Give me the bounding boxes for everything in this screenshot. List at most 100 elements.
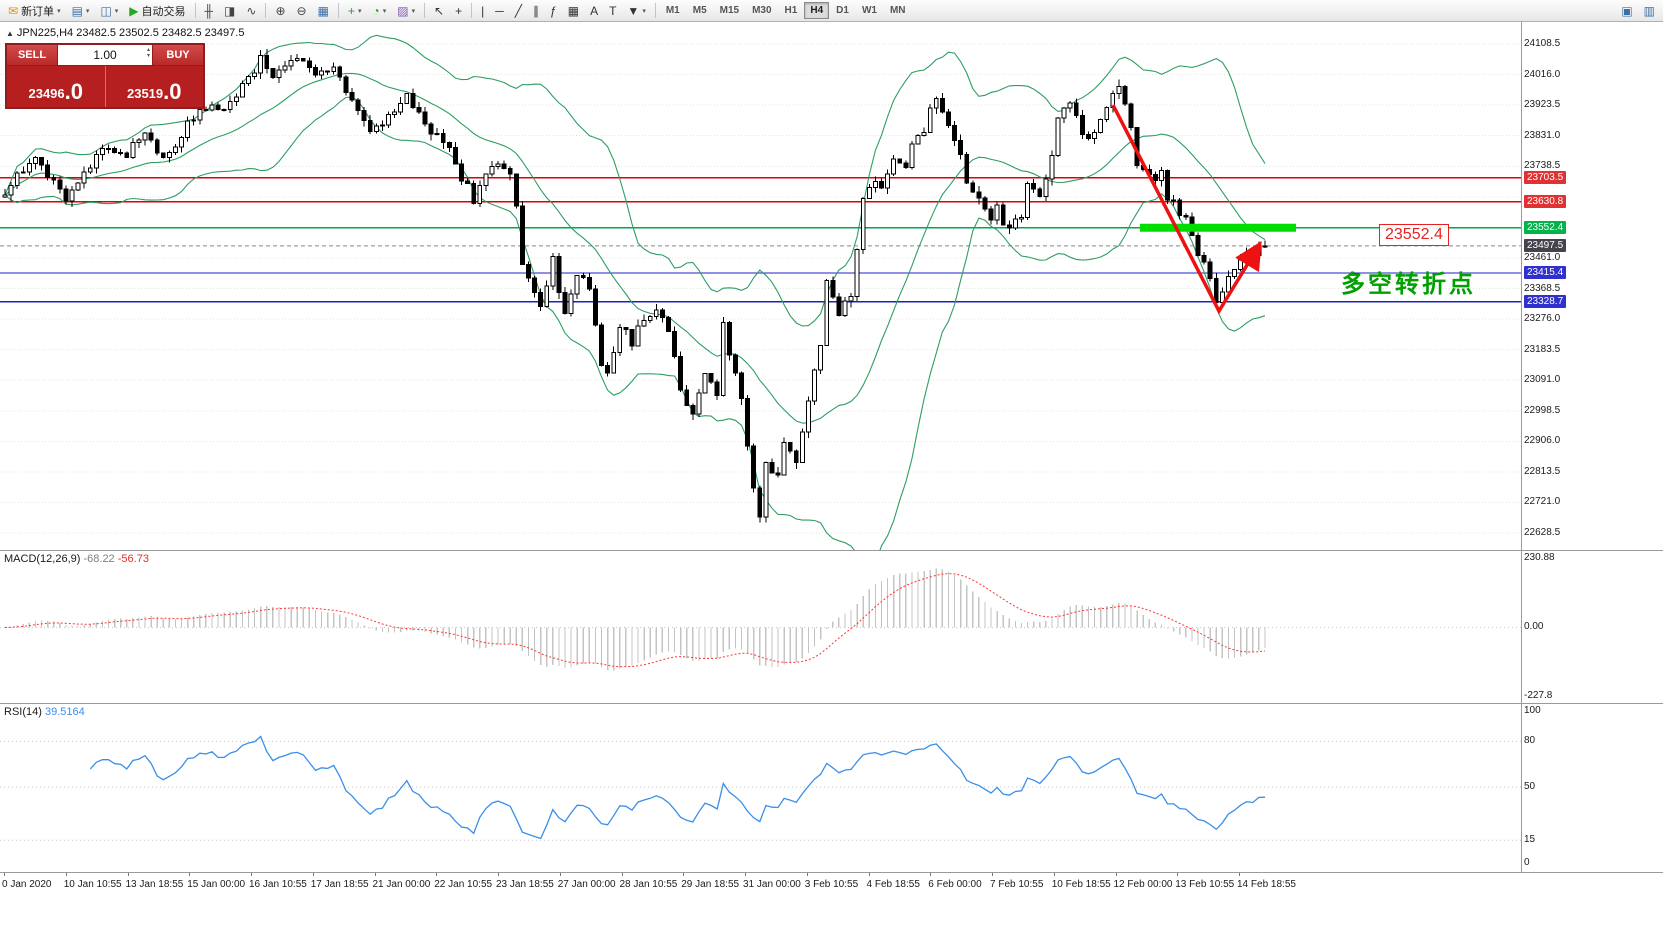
autotrading-icon: ▶ xyxy=(129,3,139,18)
macd-panel[interactable] xyxy=(0,550,1521,703)
price-axis-label: 22813.5 xyxy=(1524,465,1561,477)
price-axis[interactable]: 24108.5 24016.0 23923.5 23831.0 23738.5 23461… xyxy=(1521,22,1663,872)
buy-button[interactable]: BUY xyxy=(152,44,204,66)
trendline-button[interactable]: ╱ xyxy=(510,1,527,20)
price-axis-label: 23738.5 xyxy=(1524,160,1561,172)
time-tick xyxy=(374,872,376,876)
zoom-in-icon: ⊕ xyxy=(275,3,286,18)
panel-separator[interactable] xyxy=(0,703,1663,704)
panel-separator[interactable] xyxy=(0,550,1663,551)
time-axis-label: 22 Jan 10:55 xyxy=(434,879,493,890)
horizontal-line-button[interactable]: ─ xyxy=(490,1,509,20)
panel-separator[interactable] xyxy=(0,872,1663,873)
caret-down-icon: ▾ xyxy=(114,7,119,15)
time-tick xyxy=(683,872,685,876)
trend-arrow-annotation[interactable] xyxy=(1111,104,1262,315)
caret-down-icon: ▾ xyxy=(382,7,387,15)
toolbar-separator xyxy=(194,3,196,18)
time-tick xyxy=(868,872,870,876)
timeframe-mn-button[interactable]: MN xyxy=(884,2,912,19)
sell-button[interactable]: SELL xyxy=(6,44,58,66)
time-axis-label: 0 Jan 2020 xyxy=(2,879,52,890)
time-tick xyxy=(4,872,5,876)
timeframe-m1-button[interactable]: M1 xyxy=(660,2,686,19)
price-level-badge: 23552.4 xyxy=(1524,220,1567,234)
time-axis-label: 23 Jan 18:55 xyxy=(496,879,554,890)
candlestick-chart-button[interactable]: ◨ xyxy=(219,1,240,20)
rsi-line xyxy=(89,735,1266,840)
periods-button[interactable]: ◔ ▾ xyxy=(367,1,391,20)
rsi-panel[interactable] xyxy=(0,703,1521,872)
time-tick xyxy=(1115,872,1117,876)
time-tick xyxy=(189,872,191,876)
timeframe-m15-button[interactable]: M15 xyxy=(714,2,745,19)
volume-input[interactable]: 1.00 ▴ ▾ xyxy=(58,44,152,66)
timeframe-m30-button[interactable]: M30 xyxy=(746,2,777,19)
print-button[interactable]: ▣ xyxy=(1616,1,1637,20)
price-level-badge: 23703.5 xyxy=(1524,170,1567,184)
time-axis-label: 12 Feb 00:00 xyxy=(1113,879,1173,890)
collapse-panel-icon[interactable]: ▲ xyxy=(6,29,14,38)
buy-price[interactable]: 23519.0 xyxy=(104,66,204,107)
rsi-axis-label: 50 xyxy=(1524,781,1536,792)
templates-button[interactable]: ▨ ▾ xyxy=(392,1,420,20)
toolbar-separator xyxy=(337,3,339,18)
timeframe-w1-button[interactable]: W1 xyxy=(856,2,883,19)
price-axis-label: 22998.5 xyxy=(1524,404,1561,416)
indicators-button[interactable]: + ▾ xyxy=(343,1,367,20)
profiles-button[interactable]: ◫ ▾ xyxy=(95,1,123,20)
arrows-tool-button[interactable]: ▼ ▾ xyxy=(622,1,650,20)
rsi-value: 39.5164 xyxy=(44,706,85,718)
timeframe-h1-button[interactable]: H1 xyxy=(779,2,804,19)
toolbar-separator xyxy=(424,3,426,18)
vertical-line-button[interactable]: | xyxy=(476,1,489,20)
timeframe-d1-button[interactable]: D1 xyxy=(830,2,855,19)
zoom-in-button[interactable]: ⊕ xyxy=(270,1,290,20)
spin-up-icon[interactable]: ▴ xyxy=(146,47,150,53)
turning-point-note[interactable]: 多空转折点 xyxy=(1341,271,1476,298)
macd-axis-label: -227.8 xyxy=(1524,690,1553,701)
line-chart-button[interactable]: ∿ xyxy=(241,1,261,20)
text-label-button[interactable]: T xyxy=(604,1,621,20)
price-chart[interactable] xyxy=(0,22,1521,550)
autotrading-button[interactable]: ▶ 自动交易 xyxy=(124,1,190,20)
price-level-badge: 23328.7 xyxy=(1524,294,1567,308)
timeframe-m5-button[interactable]: M5 xyxy=(687,2,713,19)
new-chart-icon: ▤ xyxy=(71,3,83,18)
new-chart-button[interactable]: ▤ ▾ xyxy=(67,1,95,20)
fullscreen-button[interactable]: ▥ xyxy=(1639,1,1660,20)
time-axis-label: 3 Feb 10:55 xyxy=(804,879,859,890)
price-callout[interactable]: 23552.4 xyxy=(1379,224,1449,246)
time-tick xyxy=(1177,872,1179,876)
time-axis[interactable]: 0 Jan 2020 10 Jan 10:55 13 Jan 18:55 15 Jan… xyxy=(0,872,1521,946)
crosshair-button[interactable]: + xyxy=(450,1,467,20)
price-level-badge: 23415.4 xyxy=(1524,266,1567,279)
cursor-button[interactable]: ↖ xyxy=(429,1,449,20)
tile-windows-button[interactable]: ▦ xyxy=(313,1,334,20)
volume-value: 1.00 xyxy=(93,48,117,62)
bar-chart-button[interactable]: ╫ xyxy=(200,1,219,20)
price-grid xyxy=(0,43,1521,534)
caret-down-icon: ▾ xyxy=(357,7,362,15)
channel-button[interactable]: ∥ xyxy=(528,1,544,20)
horizontal-levels[interactable] xyxy=(0,177,1521,303)
sell-price[interactable]: 23496.0 xyxy=(28,79,83,105)
price-axis-label: 23831.0 xyxy=(1524,129,1561,141)
green-highlight-bar[interactable] xyxy=(1140,223,1296,232)
toolbar-separator xyxy=(654,3,656,18)
time-tick xyxy=(559,872,561,876)
time-axis-label: 6 Feb 00:00 xyxy=(928,879,982,890)
new-order-button[interactable]: ✉ 新订单 ▾ xyxy=(3,1,66,20)
timeframe-h4-button[interactable]: H4 xyxy=(804,2,830,19)
rsi-axis-label: 0 xyxy=(1524,857,1530,868)
time-axis-label: 15 Jan 00:00 xyxy=(187,879,246,890)
time-axis-label: 7 Feb 10:55 xyxy=(990,879,1044,890)
time-tick xyxy=(251,872,252,876)
zoom-out-button[interactable]: ⊖ xyxy=(292,1,312,20)
spin-down-icon[interactable]: ▾ xyxy=(146,53,150,59)
grid-button[interactable]: ▦ xyxy=(563,1,584,20)
time-tick xyxy=(312,872,314,876)
text-button[interactable]: A xyxy=(585,1,603,20)
volume-spinner[interactable]: ▴ ▾ xyxy=(147,47,150,59)
fibonacci-button[interactable]: ƒ xyxy=(545,1,562,20)
